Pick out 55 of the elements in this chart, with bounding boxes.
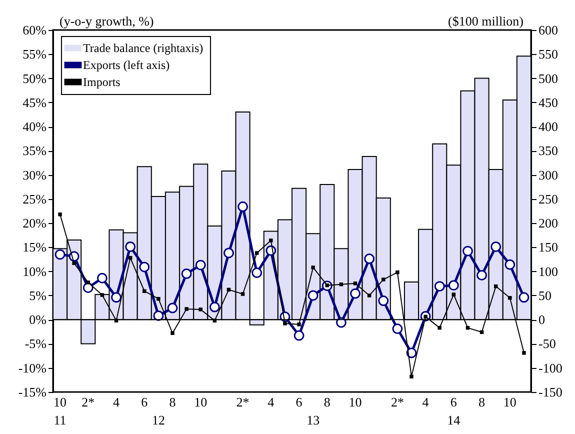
x-tick-label: 4	[422, 394, 430, 410]
y2-tick-label: 400	[538, 119, 558, 134]
x-tick-label: 13	[306, 412, 320, 428]
x-tick-label: 8	[324, 394, 330, 410]
y-tick-label: -15%	[18, 384, 47, 400]
y-tick-label: 55%	[22, 46, 47, 62]
y2-tick-label: 500	[538, 70, 558, 86]
y-tick-label: 60%	[22, 22, 47, 38]
y2-tick-label: 200	[538, 216, 558, 231]
y-tick-label: -10%	[18, 360, 47, 376]
x-tick-label: 2*	[236, 394, 250, 410]
y2-tick-label: 0	[538, 312, 545, 328]
y2-tick-label: 150	[538, 240, 558, 255]
x-tick-label: 8	[169, 394, 176, 410]
y2-tick-label: 600	[538, 22, 558, 38]
y-tick-label: 40%	[22, 119, 47, 134]
y2-axis-title: ($100 million)	[448, 14, 524, 28]
x-tick-label: 4	[268, 394, 275, 410]
y2-tick-label: -100	[538, 360, 562, 376]
x-tick-label: 6	[141, 394, 148, 410]
y-tick-label: 10%	[22, 264, 47, 279]
y2-tick-label: 250	[538, 191, 558, 206]
y-tick-label: 45%	[22, 94, 47, 110]
y2-tick-label: 50	[538, 288, 552, 303]
x-tick-label: 10	[348, 394, 362, 410]
legend-label: Exports (left axis)	[83, 58, 170, 72]
x-tick-label: 2*	[82, 394, 95, 410]
x-tick-label: 6	[296, 394, 303, 410]
y-tick-label: 25%	[22, 191, 47, 206]
y-tick-label: 50%	[22, 70, 47, 86]
legend-label: Imports	[83, 75, 121, 89]
y-tick-label: 15%	[22, 240, 47, 255]
legend-label: Trade balance (rightaxis)	[83, 41, 204, 55]
x-tick-label: 8	[478, 394, 486, 410]
y-tick-label: 30%	[22, 167, 47, 182]
y2-tick-label: 550	[538, 46, 558, 62]
y-tick-label: -5%	[24, 336, 47, 352]
x-tick-label: 10 11	[54, 394, 67, 428]
y-tick-label: 20%	[22, 216, 47, 231]
x-tick-label: 2*	[390, 394, 404, 410]
y-tick-label: 5%	[29, 288, 47, 303]
x-tick-label: 4	[113, 394, 120, 410]
y2-tick-label: -150	[538, 384, 562, 400]
y2-tick-label: -50	[538, 336, 556, 352]
y2-tick-label: 300	[538, 167, 558, 182]
x-tick-label: 10	[194, 394, 208, 410]
x-tick-label: 6 14	[447, 394, 461, 428]
x-tick-label: 10	[503, 394, 516, 410]
y2-tick-label: 350	[538, 143, 558, 158]
x-tick-label: 12	[152, 412, 165, 428]
y-axis-title: (y-o-y growth, %)	[60, 14, 154, 28]
y2-tick-label: 450	[538, 94, 558, 110]
y2-tick-label: 100	[538, 264, 558, 279]
y-tick-label: 0%	[29, 312, 47, 328]
y-tick-label: 35%	[22, 143, 47, 158]
